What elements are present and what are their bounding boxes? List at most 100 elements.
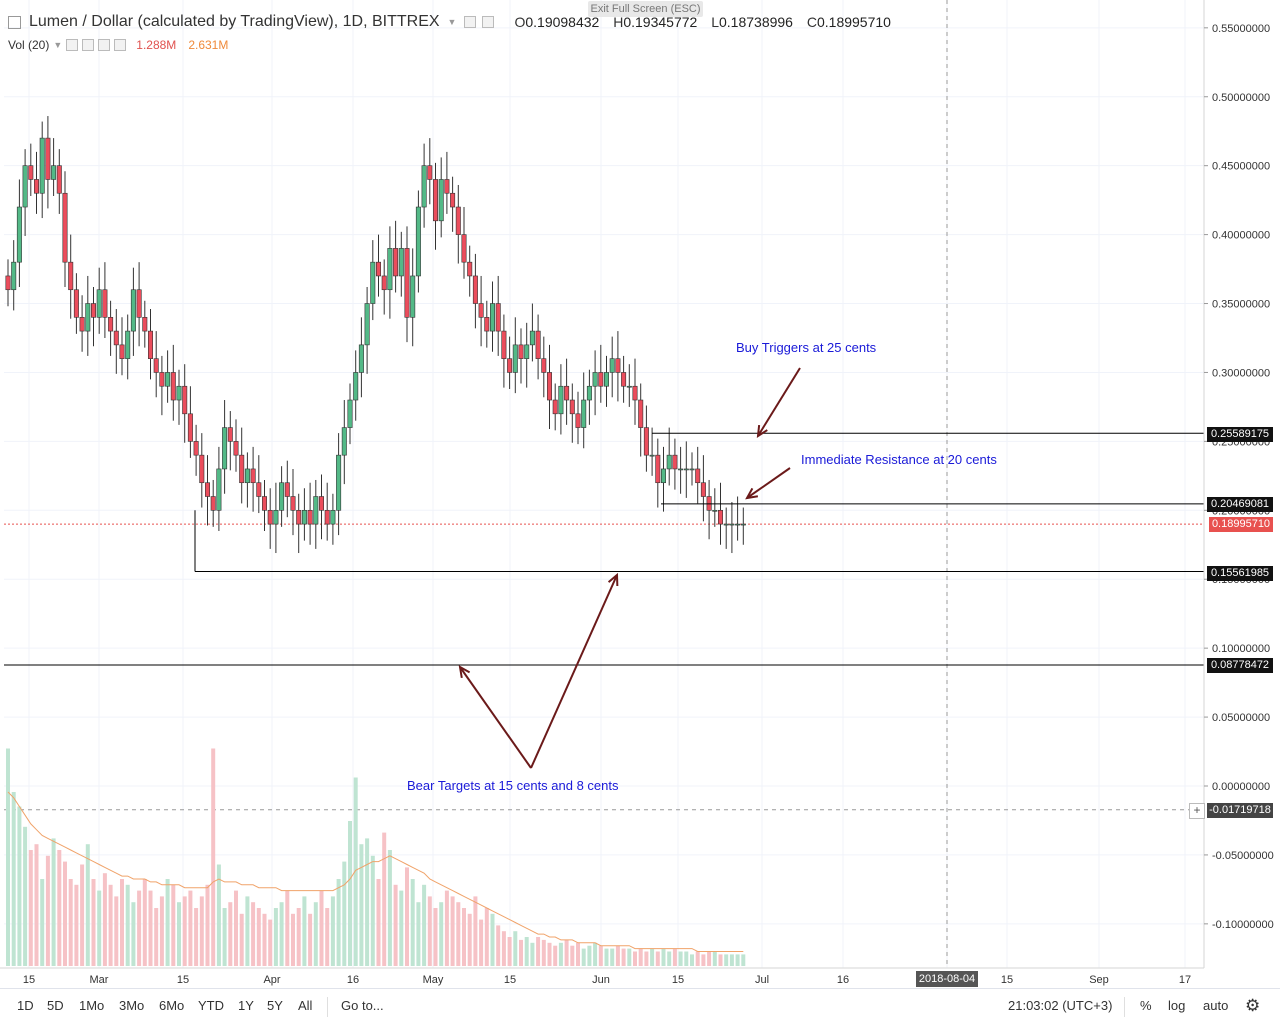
volume-bar [541,939,546,966]
timeframe-ytd[interactable]: YTD [198,998,224,1013]
volume-bar [159,896,164,966]
volume-bar [313,902,318,966]
price-tag-current: 0.18995710 [1209,517,1273,532]
price-tag-resistance-high: 0.25589175 [1207,427,1273,442]
candle-body [62,192,68,263]
candle [501,314,507,388]
auto-toggle[interactable]: auto [1203,998,1229,1013]
goto-button[interactable]: Go to... [341,998,384,1013]
candle-body [16,206,22,263]
eye-icon[interactable] [66,39,79,51]
candle-body [518,344,524,359]
collapse-icon[interactable] [8,15,21,29]
close-icon[interactable] [114,39,127,51]
candle [461,207,467,279]
time-axis-label: May [423,974,444,986]
volume-bar [456,902,461,966]
candle [358,317,364,398]
candle [347,383,353,445]
timeframe-1d[interactable]: 1D [17,998,34,1013]
timeframe-5d[interactable]: 5D [47,998,64,1013]
candle [387,226,393,319]
chevron-down-icon[interactable]: ▼ [53,40,63,50]
candle-body [529,330,535,346]
candle [318,474,324,540]
candle [410,248,416,347]
candle-body [193,441,199,456]
volume-bar [148,890,153,966]
candle [478,275,484,347]
candle-body [170,372,176,401]
volume-bar [359,844,364,966]
gear-icon[interactable]: ⚙ [1245,996,1261,1015]
candle-body [461,234,467,263]
candle-body [318,496,324,511]
candle-body [700,482,706,497]
candle [541,336,547,398]
timeframe-5y[interactable]: 5Y [267,998,283,1013]
plus-icon[interactable]: + [1189,803,1205,819]
timeframe-6mo[interactable]: 6Mo [159,998,185,1013]
candle [96,267,102,334]
price-axis[interactable]: 0.55000000 0.50000000 0.45000000 0.40000000… [1203,0,1274,968]
timeframe-all[interactable]: All [298,998,313,1013]
volume-bar [587,945,592,966]
candle-body [165,372,171,387]
candle [729,502,735,554]
volume-bar [342,861,347,966]
candle-body [415,206,421,277]
candle-body [455,206,461,235]
candle-body [358,344,364,373]
candle-body [51,165,57,180]
volume-bar [216,864,221,966]
settings-icon[interactable] [464,16,477,28]
settings-icon[interactable] [82,39,95,51]
time-axis-label: Sep [1089,974,1109,986]
candle [546,344,552,429]
volume-bar [57,850,62,966]
candle [712,488,718,527]
candle-body [552,399,558,415]
timeframe-1mo[interactable]: 1Mo [79,998,105,1013]
volume-bar [496,925,501,966]
volume-bar [479,919,484,966]
exit-fullscreen-button[interactable]: Exit Full Screen (ESC) [588,1,703,17]
timeframe-1y[interactable]: 1Y [238,998,254,1013]
volume-bar [405,867,409,966]
candle [678,446,684,494]
time-axis[interactable]: 15 Mar 15 Apr 16 May 15 Jun 15 Jul 16 15 Sep 17 [0,967,1204,986]
volume-bar [393,884,398,966]
percent-toggle[interactable]: % [1140,998,1152,1013]
candle [73,273,79,334]
arrow-buy-triggers [756,367,801,438]
price-axis-label: 0.35000000 [1212,299,1270,311]
candle-body [421,165,427,208]
candle-body [643,427,649,456]
candle [267,488,273,549]
candle [723,507,729,549]
bottom-toolbar: 1D 5D 1Mo 3Mo 6Mo YTD 1Y 5Y All Go to...… [0,988,1280,1025]
timeframe-3mo[interactable]: 3Mo [119,998,145,1013]
candle [586,369,592,425]
candle-body [507,358,513,373]
settings-icon[interactable] [482,16,495,28]
chart-canvas[interactable]: 0.55000000 0.50000000 0.45000000 0.40000000… [0,0,1280,988]
price-tag-resistance-low: 0.20469081 [1207,497,1273,512]
plus-icon[interactable] [98,39,111,51]
volume-bar [484,908,489,966]
candle-body [467,261,473,277]
time-axis-label: 15 [672,974,684,986]
candle-body [444,179,450,194]
candle-body [187,413,193,442]
volume-bar [633,951,637,966]
chevron-down-icon[interactable]: ▼ [447,17,457,27]
price-axis-label: 0.45000000 [1212,161,1270,173]
candle-body [370,261,376,304]
candle [444,151,450,214]
crosshair-date-label: 2018-08-04 [916,971,978,987]
log-toggle[interactable]: log [1168,998,1186,1013]
volume-bar [450,896,455,966]
annotation-arrows [458,367,801,769]
candle-body [113,330,119,346]
candle-body [176,385,182,401]
